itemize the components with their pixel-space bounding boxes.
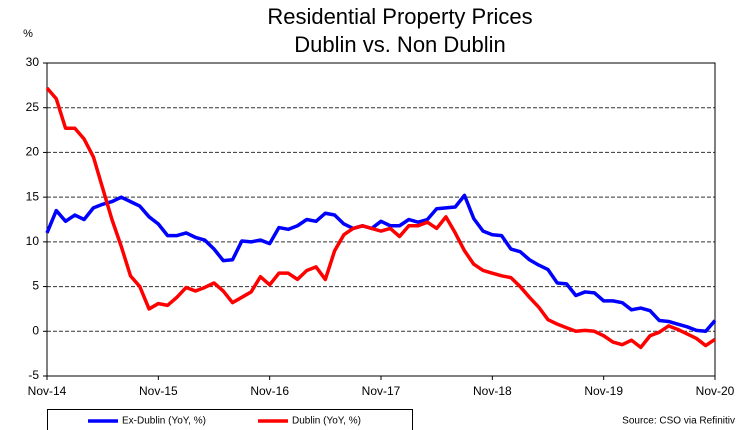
x-tick-label: Nov-16 [250,384,289,398]
y-tick-label: 20 [26,145,40,159]
x-tick-label: Nov-14 [28,384,67,398]
x-tick-label: Nov-19 [584,384,623,398]
y-tick-label: 5 [32,279,39,293]
chart-title: Residential Property Prices [267,4,532,29]
x-tick-label: Nov-18 [473,384,512,398]
series-line [45,193,717,334]
y-tick-label: 30 [26,55,40,69]
series-line [45,86,716,350]
source: Source: CSO via Refinitiv [622,416,735,427]
y-axis-label: % [23,28,33,40]
y-tick-label: 10 [26,234,40,248]
x-tick-label: Nov-17 [362,384,401,398]
plot-frame [46,62,716,377]
y-tick-label: 15 [26,189,40,203]
legend-box [47,409,413,430]
x-tick-label: Nov-15 [139,384,178,398]
legend-label: Ex-Dublin (YoY, %) [122,416,206,427]
x-tick-label: Nov-20 [696,384,735,398]
legend-label: Dublin (YoY, %) [292,416,361,427]
y-tick-label: -5 [28,368,39,382]
y-tick-label: 25 [26,100,40,114]
chart-subtitle: Dublin vs. Non Dublin [294,32,506,57]
y-tick-label: 0 [32,323,39,337]
